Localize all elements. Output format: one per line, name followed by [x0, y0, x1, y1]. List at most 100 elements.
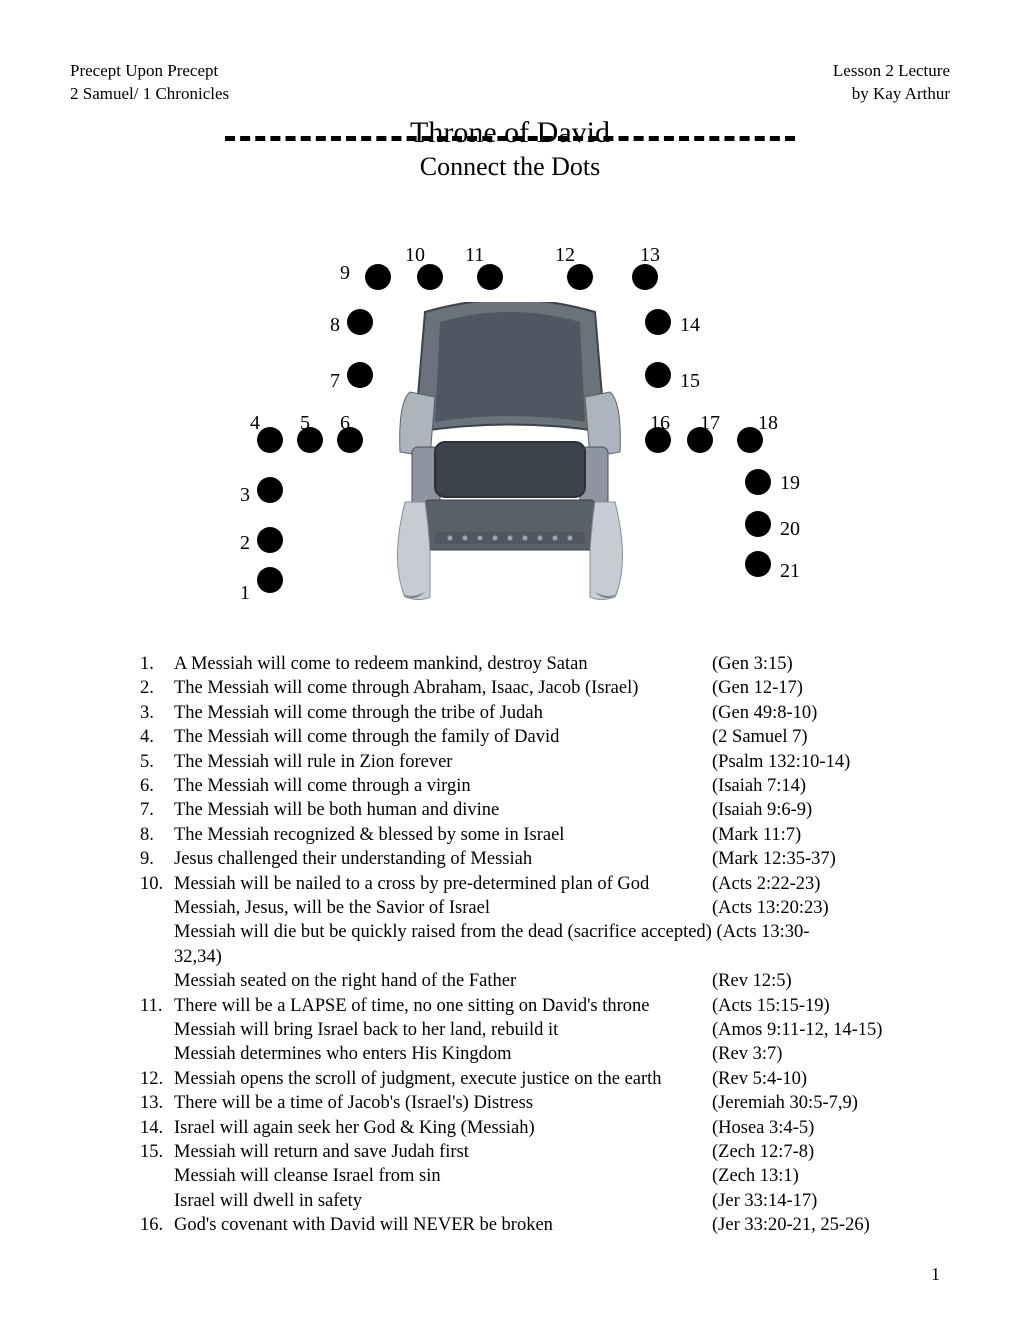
- dot-label-10: 10: [405, 244, 425, 267]
- list-reference: (Gen 12-17): [712, 676, 950, 700]
- list-row: 14.Israel will again seek her God & King…: [140, 1116, 950, 1140]
- list-text: Messiah opens the scroll of judgment, ex…: [174, 1067, 712, 1091]
- dot-19: [745, 469, 771, 495]
- list-number: [140, 1042, 174, 1066]
- list-reference: (Rev 5:4-10): [712, 1067, 950, 1091]
- list-reference: (Isaiah 7:14): [712, 774, 950, 798]
- list-text: There will be a LAPSE of time, no one si…: [174, 994, 712, 1018]
- list-row: 4.The Messiah will come through the fami…: [140, 725, 950, 749]
- dot-label-11: 11: [465, 244, 484, 267]
- list-number: 10.: [140, 872, 174, 896]
- list-reference: (Zech 12:7-8): [712, 1140, 950, 1164]
- list-text: The Messiah will come through the family…: [174, 725, 712, 749]
- list-row: 10.Messiah will be nailed to a cross by …: [140, 872, 950, 896]
- header-right-line2: by Kay Arthur: [833, 83, 950, 106]
- page: Precept Upon Precept 2 Samuel/ 1 Chronic…: [0, 0, 1020, 1268]
- list-number: 1.: [140, 652, 174, 676]
- dot-label-15: 15: [680, 370, 700, 393]
- list-text: Messiah, Jesus, will be the Savior of Is…: [174, 896, 712, 920]
- list-row: Israel will dwell in safety(Jer 33:14-17…: [140, 1189, 950, 1213]
- list-reference: (Rev 12:5): [712, 969, 950, 993]
- list-reference: (Acts 15:15-19): [712, 994, 950, 1018]
- list-row: Messiah, Jesus, will be the Savior of Is…: [140, 896, 950, 920]
- list-number: 15.: [140, 1140, 174, 1164]
- list-number: 12.: [140, 1067, 174, 1091]
- list-text: Messiah will return and save Judah first: [174, 1140, 712, 1164]
- dot-label-12: 12: [555, 244, 575, 267]
- dot-label-7: 7: [330, 370, 340, 393]
- list-number: 2.: [140, 676, 174, 700]
- list-reference: (Jeremiah 30:5-7,9): [712, 1091, 950, 1115]
- list-number: 13.: [140, 1091, 174, 1115]
- list-reference: (Mark 11:7): [712, 823, 950, 847]
- dot-15: [645, 362, 671, 388]
- list-row: 11.There will be a LAPSE of time, no one…: [140, 994, 950, 1018]
- prophecy-list: 1.A Messiah will come to redeem mankind,…: [140, 652, 950, 1238]
- header-right-line1: Lesson 2 Lecture: [833, 60, 950, 83]
- header-left-line2: 2 Samuel/ 1 Chronicles: [70, 83, 229, 106]
- title-line1: Throne of David: [70, 116, 950, 150]
- list-row: Messiah determines who enters His Kingdo…: [140, 1042, 950, 1066]
- list-number: 5.: [140, 750, 174, 774]
- list-reference: (Hosea 3:4-5): [712, 1116, 950, 1140]
- dot-label-4: 4: [250, 412, 260, 435]
- dot-label-21: 21: [780, 560, 800, 583]
- dot-7: [347, 362, 373, 388]
- dot-label-16: 16: [650, 412, 670, 435]
- dot-label-9: 9: [340, 262, 350, 285]
- list-reference: (Amos 9:11-12, 14-15): [712, 1018, 950, 1042]
- list-row: 8. The Messiah recognized & blessed by s…: [140, 823, 950, 847]
- dot-1: [257, 567, 283, 593]
- list-reference: (Gen 49:8-10): [712, 701, 950, 725]
- list-number: 16.: [140, 1213, 174, 1237]
- list-text: Messiah determines who enters His Kingdo…: [174, 1042, 712, 1066]
- dot-14: [645, 309, 671, 335]
- list-number: [140, 1189, 174, 1213]
- dot-label-2: 2: [240, 532, 250, 555]
- list-reference: (Acts 2:22-23): [712, 872, 950, 896]
- dot-label-8: 8: [330, 314, 340, 337]
- list-row: Messiah will die but be quickly raised f…: [140, 920, 950, 969]
- list-reference: (Jer 33:14-17): [712, 1189, 950, 1213]
- list-text: Messiah will be nailed to a cross by pre…: [174, 872, 712, 896]
- list-row: 15.Messiah will return and save Judah fi…: [140, 1140, 950, 1164]
- list-row: 1.A Messiah will come to redeem mankind,…: [140, 652, 950, 676]
- list-text: The Messiah will rule in Zion forever: [174, 750, 712, 774]
- list-text: God's covenant with David will NEVER be …: [174, 1213, 712, 1237]
- dot-label-5: 5: [300, 412, 310, 435]
- list-text: Messiah will die but be quickly raised f…: [174, 920, 822, 969]
- list-text: There will be a time of Jacob's (Israel'…: [174, 1091, 712, 1115]
- list-number: [140, 896, 174, 920]
- list-reference: (2 Samuel 7): [712, 725, 950, 749]
- dot-label-3: 3: [240, 484, 250, 507]
- list-text: Israel will dwell in safety: [174, 1189, 712, 1213]
- list-text: The Messiah will come through a virgin: [174, 774, 712, 798]
- list-row: 2.The Messiah will come through Abraham,…: [140, 676, 950, 700]
- dot-label-14: 14: [680, 314, 700, 337]
- list-reference: (Jer 33:20-21, 25-26): [712, 1213, 950, 1237]
- list-text: Messiah seated on the right hand of the …: [174, 969, 712, 993]
- dot-10: [417, 264, 443, 290]
- dot-label-19: 19: [780, 472, 800, 495]
- list-text: The Messiah will come through the tribe …: [174, 701, 712, 725]
- list-text: Jesus challenged their understanding of …: [174, 847, 712, 871]
- dot-9: [365, 264, 391, 290]
- list-row: Messiah will cleanse Israel from sin(Zec…: [140, 1164, 950, 1188]
- dot-label-20: 20: [780, 518, 800, 541]
- list-row: 3.The Messiah will come through the trib…: [140, 701, 950, 725]
- list-reference: (Mark 12:35-37): [712, 847, 950, 871]
- dot-13: [632, 264, 658, 290]
- list-row: 6.The Messiah will come through a virgin…: [140, 774, 950, 798]
- list-text: The Messiah will come through Abraham, I…: [174, 676, 712, 700]
- list-row: 7.The Messiah will be both human and div…: [140, 798, 950, 822]
- list-text: Messiah will cleanse Israel from sin: [174, 1164, 712, 1188]
- connect-dots-diagram: 123456789101112131415161718192021: [210, 222, 810, 622]
- dot-20: [745, 511, 771, 537]
- list-number: [140, 1164, 174, 1188]
- list-number: 3.: [140, 701, 174, 725]
- page-number: 1: [931, 1264, 940, 1285]
- list-text: A Messiah will come to redeem mankind, d…: [174, 652, 712, 676]
- dot-4: [257, 427, 283, 453]
- list-number: 11.: [140, 994, 174, 1018]
- dot-label-17: 17: [700, 412, 720, 435]
